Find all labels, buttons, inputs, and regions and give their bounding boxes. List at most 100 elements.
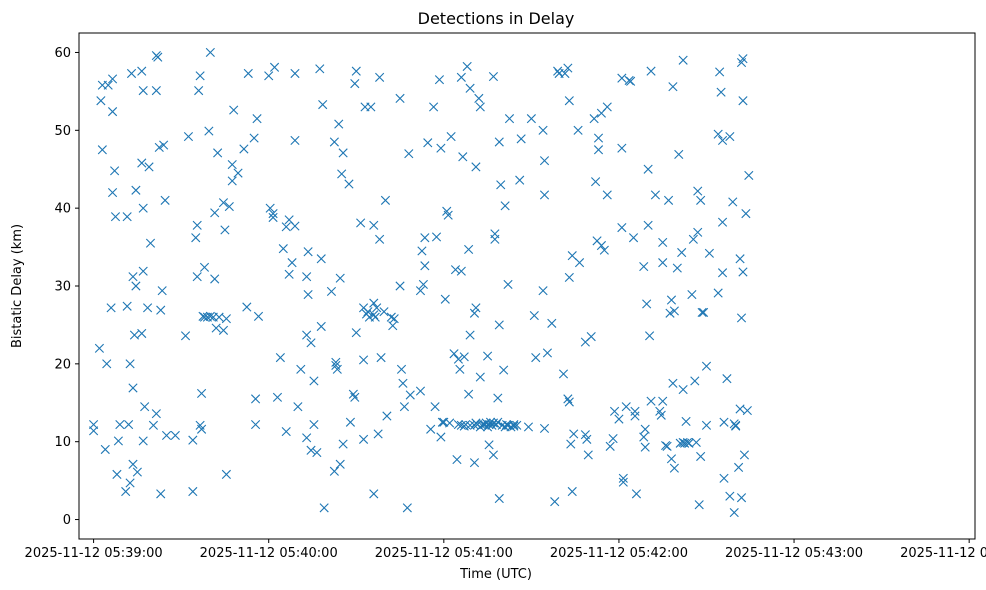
x-tick-label: 2025-11-12 05:39:00: [25, 546, 163, 561]
data-point: [675, 438, 685, 448]
data-point: [192, 272, 202, 282]
data-point: [696, 195, 706, 205]
data-point: [485, 417, 496, 427]
data-point: [196, 424, 207, 434]
data-point: [644, 331, 655, 341]
data-point: [526, 114, 536, 124]
data-point: [369, 220, 379, 230]
data-point: [465, 83, 475, 93]
data-point: [440, 294, 450, 304]
data-point: [665, 308, 675, 318]
data-point: [290, 68, 300, 79]
data-point: [131, 281, 141, 291]
data-point: [337, 169, 347, 179]
y-axis: 0 10 20 30 40 50 60: [54, 46, 79, 528]
data-point: [539, 156, 550, 166]
data-point: [449, 349, 459, 359]
data-point: [214, 312, 224, 322]
data-point: [719, 473, 729, 483]
data-point: [107, 107, 118, 117]
data-point: [443, 210, 453, 220]
data-point: [701, 420, 712, 430]
data-point: [137, 66, 147, 76]
data-point: [734, 462, 744, 472]
data-point: [100, 444, 110, 455]
data-point: [363, 307, 373, 317]
data-point: [564, 397, 574, 407]
data-point: [380, 195, 391, 205]
data-point: [221, 314, 231, 324]
data-point: [375, 234, 385, 244]
data-point: [159, 140, 169, 150]
data-point: [658, 237, 668, 247]
x-tick-label: 2025-11-12 05:41:00: [375, 546, 513, 561]
data-point: [717, 135, 728, 146]
data-point: [302, 433, 312, 443]
data-point: [126, 68, 137, 79]
data-point: [728, 197, 738, 207]
data-point: [370, 312, 380, 322]
data-point: [738, 267, 748, 277]
data-point: [668, 378, 678, 388]
data-point: [500, 201, 510, 211]
data-point: [160, 195, 170, 205]
data-point: [693, 227, 703, 237]
data-point: [630, 406, 640, 416]
data-point: [335, 459, 345, 469]
data-point: [493, 393, 503, 403]
data-point: [318, 100, 328, 110]
data-point: [96, 96, 106, 106]
data-point: [334, 119, 344, 129]
data-point: [106, 303, 116, 313]
data-point: [450, 265, 461, 275]
data-point: [107, 74, 118, 84]
data-point: [389, 314, 399, 324]
data-point: [302, 330, 312, 340]
data-point: [550, 497, 560, 507]
data-point: [128, 459, 138, 469]
data-point: [402, 503, 412, 513]
data-point: [375, 72, 385, 82]
data-point: [293, 402, 303, 412]
data-point: [646, 396, 656, 406]
data-point: [156, 489, 166, 499]
data-point: [742, 405, 752, 416]
data-point: [739, 450, 750, 460]
data-point: [509, 419, 519, 430]
data-point: [265, 203, 275, 213]
data-point: [131, 185, 141, 195]
data-point: [456, 266, 466, 276]
data-point: [678, 55, 688, 65]
data-point: [218, 325, 229, 335]
data-point: [188, 435, 198, 445]
data-point: [415, 386, 426, 396]
data-point: [122, 212, 132, 222]
data-point: [430, 402, 440, 412]
data-point: [306, 338, 316, 348]
data-point: [593, 133, 604, 143]
data-point: [445, 418, 455, 428]
data-point: [617, 223, 627, 233]
data-point: [456, 72, 466, 82]
data-point: [542, 348, 553, 358]
data-point: [124, 419, 134, 430]
data-point: [398, 378, 408, 388]
data-point: [220, 225, 230, 235]
data-point: [436, 432, 446, 442]
data-point: [388, 321, 398, 331]
data-point: [469, 458, 480, 468]
data-point: [290, 135, 300, 146]
data-point: [110, 166, 120, 176]
data-point: [643, 164, 653, 174]
data-point: [738, 96, 748, 106]
data-point: [303, 289, 313, 300]
y-tick-label: 40: [54, 202, 71, 217]
data-point: [731, 421, 741, 431]
x-axis: 2025-11-12 05:39:00 2025-11-12 05:40:00 20…: [25, 539, 986, 561]
data-point: [366, 102, 376, 112]
data-point: [668, 82, 678, 92]
data-point: [452, 455, 462, 465]
data-point: [417, 246, 427, 256]
data-point: [373, 429, 383, 439]
data-point: [687, 289, 697, 300]
